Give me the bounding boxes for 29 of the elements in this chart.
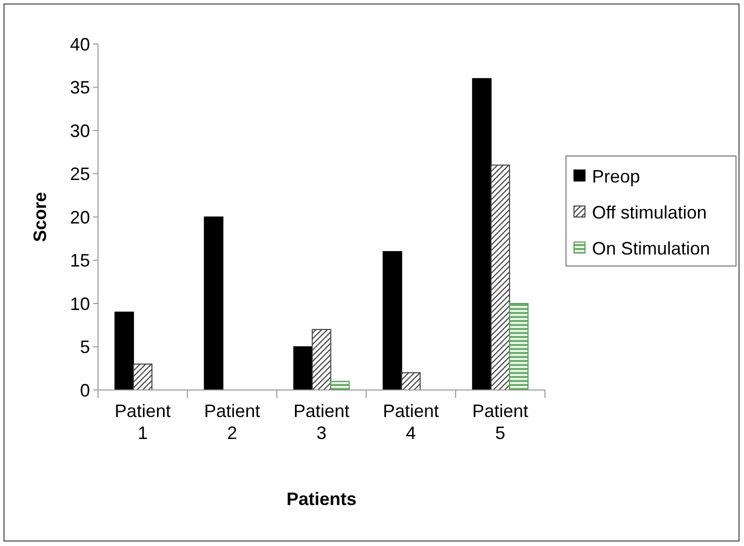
bar [509, 303, 529, 390]
y-tick-label: 10 [70, 294, 90, 314]
legend-label: On Stimulation [592, 238, 710, 258]
legend-label: Preop [592, 166, 640, 186]
bar [472, 78, 492, 390]
bar [490, 164, 510, 390]
y-axis-title: Score [30, 192, 50, 242]
bar [293, 346, 313, 390]
bar [204, 216, 224, 390]
bar [114, 312, 134, 390]
y-tick-label: 20 [70, 207, 90, 228]
bar [382, 251, 402, 390]
bar [401, 372, 421, 390]
y-tick-label: 25 [70, 164, 90, 184]
y-tick-label: 40 [70, 34, 90, 54]
y-tick-label: 0 [80, 380, 90, 400]
x-tick-label: Patient 2 [204, 401, 260, 443]
x-tick-label: Patient 5 [472, 401, 528, 443]
x-axis-title: Patients [286, 489, 357, 509]
bar [312, 328, 332, 390]
x-tick-label: Patient 1 [114, 401, 171, 443]
y-tick-label: 35 [70, 78, 90, 98]
x-tick-label: Patient 4 [382, 401, 439, 443]
y-tick-label: 15 [70, 250, 90, 271]
bar [132, 364, 152, 390]
y-tick-label: 5 [80, 337, 90, 358]
legend-label: Off stimulation [592, 202, 707, 222]
y-tick-label: 30 [70, 120, 90, 141]
x-tick-label: Patient 3 [293, 401, 350, 443]
